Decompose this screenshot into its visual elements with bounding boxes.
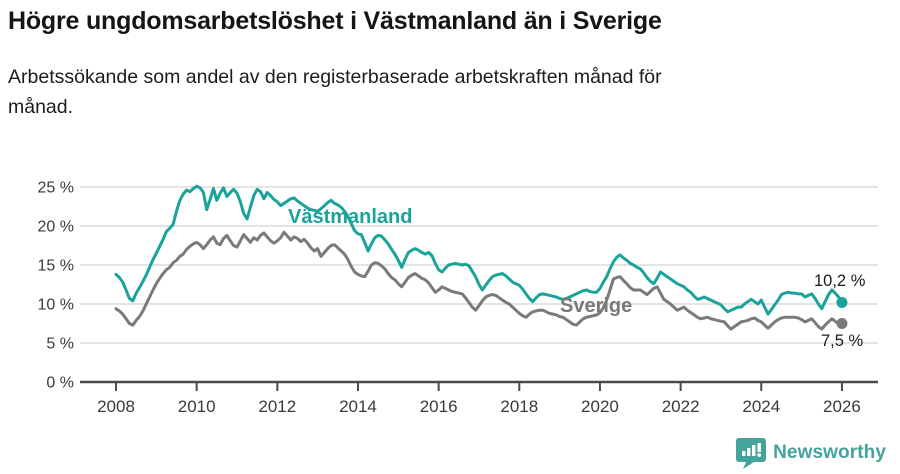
series-end-dot-vastmanland [836, 296, 848, 308]
y-tick-label: 5 % [46, 336, 74, 353]
bar-large [752, 445, 756, 456]
y-tick-label: 0 % [46, 375, 74, 392]
x-tick-label: 2026 [823, 397, 861, 416]
series-end-value-vastmanland: 10,2 % [814, 272, 866, 290]
x-tick-label: 2008 [97, 397, 135, 416]
bar-medium [747, 448, 751, 456]
brand-name: Newsworthy [773, 442, 886, 463]
series-line-vastmanland [114, 184, 844, 316]
x-tick-label: 2024 [742, 397, 780, 416]
exclamation-bar [757, 443, 761, 452]
x-tick-label: 2014 [339, 397, 377, 416]
page-title: Högre ungdomsarbetslöshet i Västmanland … [8, 7, 662, 35]
line-chart: 0 % 5 % 10 % 15 % 20 % 25 % 2008 2010 2012 2014 20… [38, 180, 878, 416]
exclamation-dot [757, 453, 762, 457]
series-label-vastmanland: Västmanland [288, 206, 412, 228]
y-tick-label: 20 % [38, 219, 74, 236]
series-end-dot-sverige [836, 318, 848, 329]
x-tick-label: 2018 [500, 397, 538, 416]
newsworthy-bubble-chart-icon [736, 438, 767, 469]
series-line-sverige [114, 230, 844, 331]
y-tick-label: 25 % [38, 180, 74, 197]
brand-footer: Newsworthy [736, 437, 886, 469]
series-end-value-sverige: 7,5 % [821, 332, 864, 350]
x-tick-label: 2020 [581, 397, 619, 416]
y-tick-label: 10 % [38, 297, 74, 314]
x-tick-label: 2022 [662, 397, 700, 416]
page-subtitle: Arbetssökande som andel av den registerb… [8, 66, 662, 119]
y-tick-label: 15 % [38, 258, 74, 275]
speech-bubble-shape [736, 438, 767, 469]
bar-small [742, 451, 746, 456]
x-tick-label: 2010 [178, 397, 216, 416]
x-tick-label: 2016 [420, 397, 458, 416]
x-tick-label: 2012 [258, 397, 296, 416]
series-label-sverige: Sverige [560, 295, 632, 317]
